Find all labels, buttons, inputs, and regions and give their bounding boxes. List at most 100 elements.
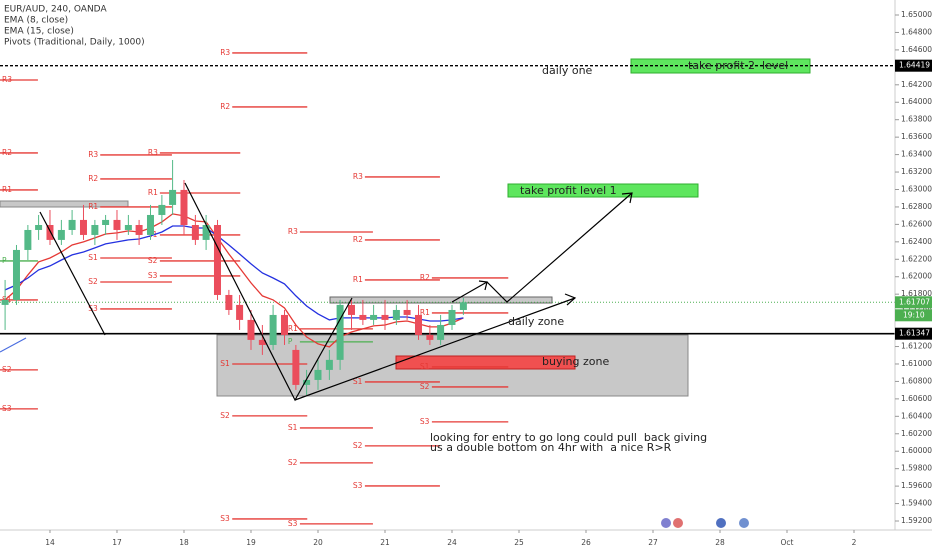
pivot-label: R2 [2,148,12,157]
pivot-label: S2 [2,365,12,374]
candle-body [247,319,255,340]
event-icon [661,518,671,528]
arrow [0,337,27,353]
x-tick-label: 18 [179,538,189,547]
candle-body [135,224,143,235]
plot: P R3 R2 R1 S1 S2 S3 R3 R2 R1 S1 S2 S3 R3 R1 S1 S2 S3 R3 R2 S… [0,48,895,528]
pivot-label: S3 [148,271,158,280]
annotation: daily one [542,64,593,77]
pivot-label: S3 [220,514,230,523]
candle-body [448,309,456,325]
pivot-label: S3 [353,481,363,490]
pivot-label: R3 [2,75,12,84]
candle-body [370,314,378,320]
y-tick-label: 1.61800 [901,289,932,298]
y-tick-label: 1.62400 [901,237,932,246]
pivot-label: R2 [420,273,430,282]
legend-entry: Pivots (Traditional, Daily, 1000) [4,38,145,48]
candle-body [102,219,110,225]
annotation: daily zone [508,315,564,328]
pivot-label: S3 [88,304,98,313]
annotation: buying zone [542,355,609,368]
ema-line [4,213,464,348]
candle-body [146,214,154,235]
candle-body [12,249,20,300]
x-tick-label: 19 [246,538,256,547]
price-tag-label: 1.61707 [899,297,930,306]
pivot-label: S1 [220,359,230,368]
x-tick-label: 27 [648,538,658,547]
arrowhead [621,192,633,204]
price-tag [895,59,932,72]
candle-body [113,219,121,230]
gray-box [0,200,129,208]
pivot-label: S3 [288,519,298,528]
y-tick-label: 1.59400 [901,499,932,508]
y-tick-label: 1.64000 [901,97,932,106]
y-tick-label: 1.61200 [901,342,932,351]
candle-body [68,219,76,230]
candle-body [191,224,199,240]
x-tick-label: 17 [112,538,122,547]
candle-body [91,224,99,235]
pivot-label: S2 [220,411,230,420]
y-tick-label: 1.62800 [901,202,932,211]
y-tick-label: 1.63600 [901,132,932,141]
price-tag-label: 1.61347 [899,329,930,338]
zones [0,58,811,397]
pivot-label: R3 [148,148,158,157]
candle-body [124,224,132,230]
candle-body [24,229,32,250]
countdown-tag [895,309,932,322]
pivot-label: S3 [2,404,12,413]
candle-body [359,314,367,320]
price-tag [895,296,932,309]
countdown: 19:10 [903,310,925,319]
price-tag [895,327,932,340]
candle-body [280,314,288,335]
x-tick-label: 21 [380,538,390,547]
pivot-label: S1 [353,377,363,386]
legend-entry: EMA (15, close) [4,27,74,37]
annotation: us a double bottom on 4hr with a nice R>… [430,441,672,454]
pivot-label: S1 [2,295,12,304]
x-tick-label: 14 [45,538,55,547]
pivot-label: R3 [353,172,363,181]
y-tick-label: 1.60600 [901,394,932,403]
pivot-label: R3 [220,48,230,57]
pivot-label: R1 [353,275,363,284]
y-tick-label: 1.62600 [901,219,932,228]
price-tag-label: 1.64419 [899,61,930,70]
candle-body [46,224,54,240]
event-icons [661,518,749,528]
candle-body [213,224,221,295]
pivot-label: S1 [420,362,430,371]
y-tick-label: 1.63000 [901,184,932,193]
candle-body [35,224,43,230]
x-tick-label: 24 [447,538,457,547]
candle-body [57,229,65,240]
gray-bar [329,296,553,304]
x-tick-label: 20 [313,538,323,547]
arrowhead [478,280,488,291]
candle-body [1,299,9,305]
candle-body [225,294,233,310]
pivot-label: P [2,256,7,265]
pivot-label: R3 [88,150,98,159]
y-tick-label: 1.60400 [901,411,932,420]
candle-body [414,314,422,335]
pivot-label: S2 [420,382,430,391]
arrow [39,211,106,336]
y-tick-label: 1.62200 [901,254,932,263]
chart-title: EUR/AUD, 240, OANDA [4,5,107,15]
y-tick-label: 1.60200 [901,429,932,438]
candle-body [325,359,333,370]
x-tick-label: 2 [852,538,857,547]
pivot-label: R2 [220,102,230,111]
y-tick-label: 1.61000 [901,359,932,368]
pivot-label: R1 [2,185,12,194]
arrows [0,182,633,402]
pivot-label: R2 [88,174,98,183]
event-icon [716,518,726,528]
